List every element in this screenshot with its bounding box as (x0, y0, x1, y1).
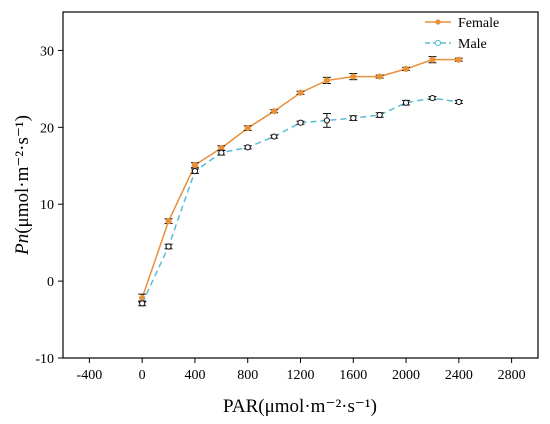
data-point-male (139, 300, 146, 307)
x-tick-label: 400 (184, 368, 205, 383)
data-point-male (297, 119, 304, 126)
plot-frame (62, 11, 539, 359)
x-tick-label: -400 (77, 368, 103, 383)
data-point-female (376, 73, 383, 80)
legend-label-female: Female (458, 16, 499, 31)
data-point-female (297, 89, 304, 96)
x-tick-label: 2800 (498, 368, 526, 383)
legend-label-male: Male (458, 37, 487, 52)
data-point-male (350, 115, 357, 122)
data-point-male (218, 149, 225, 156)
x-axis-label: PAR(μmol·m⁻²·s⁻¹) (223, 396, 377, 417)
data-point-female (429, 56, 436, 63)
series-line-male (141, 97, 459, 304)
x-tick-label: 2400 (445, 368, 473, 383)
x-tick-label: 1600 (339, 368, 367, 383)
data-point-female (350, 73, 357, 80)
axis-ticks: -400 0 400 800 1200 1600 2000 2400 2800 -10 0 10 20 3… (35, 44, 525, 383)
y-axis-label-italic: Pn (12, 234, 33, 256)
series-female (138, 56, 463, 303)
legend: Female Male (425, 16, 499, 52)
y-tick-label: 30 (40, 44, 54, 59)
series-layer (138, 56, 463, 307)
y-axis-label-units: (μmol·m⁻²·s⁻¹) (12, 115, 33, 234)
data-point-male (244, 144, 251, 151)
y-tick-label: 20 (40, 121, 54, 136)
y-tick-label: 10 (40, 198, 54, 213)
data-point-male (271, 133, 278, 140)
data-point-female (244, 125, 251, 132)
x-tick-label: 2000 (392, 368, 420, 383)
data-point-female (271, 108, 278, 115)
y-axis-label: Pn(μmol·m⁻²·s⁻¹) (12, 115, 33, 256)
series-male (138, 95, 463, 307)
x-tick-label: 800 (237, 368, 258, 383)
y-tick-label: -10 (35, 352, 54, 367)
legend-marker-female (435, 19, 441, 25)
data-point-male (429, 95, 436, 102)
data-point-female (191, 161, 199, 169)
legend-marker-male (434, 39, 442, 47)
x-tick-label: 1200 (287, 368, 315, 383)
data-point-female (165, 218, 172, 225)
data-point-male (376, 111, 383, 119)
data-point-male (323, 117, 330, 124)
data-point-female (323, 77, 330, 84)
data-point-female (402, 65, 410, 72)
data-point-male (191, 168, 199, 175)
data-point-male (402, 99, 410, 106)
data-point-male (165, 243, 172, 250)
y-tick-label: 0 (47, 275, 54, 290)
data-point-male (455, 98, 462, 106)
data-point-female (455, 56, 462, 63)
x-tick-label: 0 (139, 368, 146, 383)
